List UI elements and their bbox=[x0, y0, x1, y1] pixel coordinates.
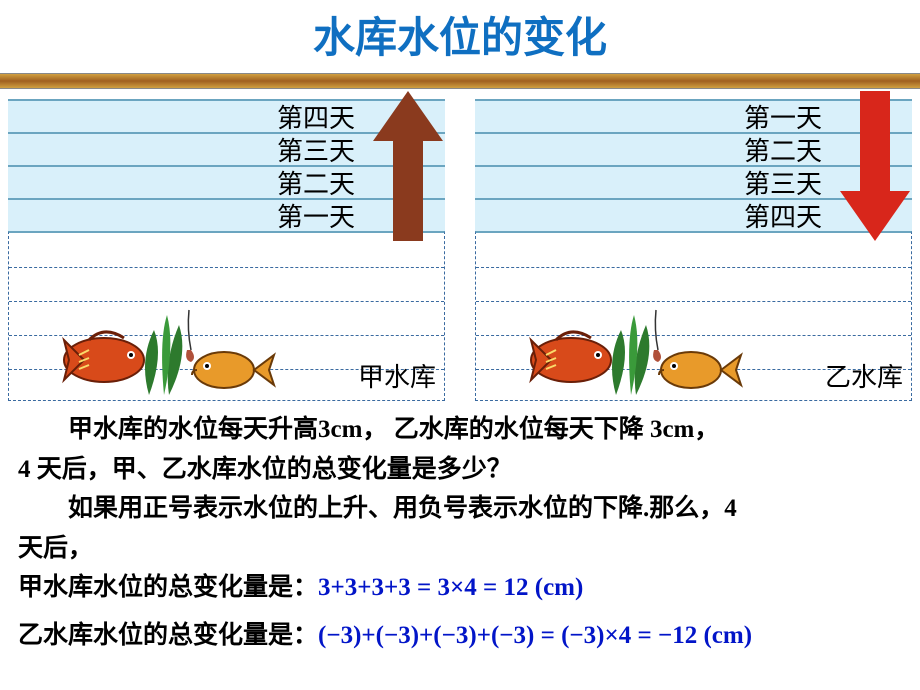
level-label: 第三天 bbox=[744, 164, 822, 201]
text: ， 乙水库的水位每天下降 bbox=[362, 416, 650, 443]
arrow-up-icon bbox=[373, 91, 443, 241]
value: 4 bbox=[724, 495, 737, 522]
dashed-line bbox=[476, 267, 911, 268]
paragraph-4: 天后， bbox=[18, 530, 902, 568]
divider-bar bbox=[0, 73, 920, 89]
water-body: 乙水库 bbox=[475, 231, 912, 401]
paragraph-2: 4 天后，甲、乙水库水位的总变化量是多少？ bbox=[18, 451, 902, 489]
equation-math: 3+3+3+3 = 3×4 = 12 (cm) bbox=[318, 574, 583, 601]
equation-label: 乙水库水位的总变化量是： bbox=[18, 622, 318, 649]
fish-illustration-icon bbox=[49, 270, 309, 400]
equation-line-1: 甲水库水位的总变化量是：3+3+3+3 = 3×4 = 12 (cm) bbox=[18, 569, 902, 607]
dashed-line bbox=[9, 267, 444, 268]
problem-text: 甲水库的水位每天升高3cm， 乙水库的水位每天下降 3cm， 4 天后，甲、乙水… bbox=[0, 401, 920, 654]
paragraph-3: 如果用正号表示水位的上升、用负号表示水位的下降.那么，4 bbox=[18, 490, 902, 528]
level-label: 第四天 bbox=[277, 98, 355, 135]
reservoir-left: 第四天 第三天 第二天 第一天 bbox=[8, 99, 445, 401]
level-label: 第一天 bbox=[744, 98, 822, 135]
equation-math: (−3)+(−3)+(−3)+(−3) = (−3)×4 = −12 (cm) bbox=[318, 622, 752, 649]
page-title: 水库水位的变化 bbox=[0, 0, 920, 73]
equation-line-2: 乙水库水位的总变化量是：(−3)+(−3)+(−3)+(−3) = (−3)×4… bbox=[18, 617, 902, 655]
value: 4 bbox=[18, 456, 37, 483]
level-label: 第三天 bbox=[277, 131, 355, 168]
value: 3cm bbox=[318, 416, 362, 443]
equation-label: 甲水库水位的总变化量是： bbox=[18, 574, 318, 601]
reservoir-right: 第一天 第二天 第三天 第四天 bbox=[475, 99, 912, 401]
text: 甲水库的水位每天升高 bbox=[68, 416, 318, 443]
paragraph-1: 甲水库的水位每天升高3cm， 乙水库的水位每天下降 3cm， bbox=[18, 411, 902, 449]
reservoir-label: 乙水库 bbox=[825, 357, 903, 394]
fish-illustration-icon bbox=[516, 270, 776, 400]
reservoir-label: 甲水库 bbox=[358, 357, 436, 394]
text: 天后，甲、乙水库水位的总变化量是多少？ bbox=[37, 456, 512, 483]
text: ， bbox=[694, 416, 719, 443]
arrow-down-icon bbox=[840, 91, 910, 241]
level-label: 第二天 bbox=[277, 164, 355, 201]
water-body: 甲水库 bbox=[8, 231, 445, 401]
value: 3cm bbox=[650, 416, 694, 443]
level-label: 第一天 bbox=[277, 197, 355, 234]
diagram-row: 第四天 第三天 第二天 第一天 bbox=[0, 89, 920, 401]
text: 天后， bbox=[18, 535, 93, 562]
level-label: 第四天 bbox=[744, 197, 822, 234]
text: 如果用正号表示水位的上升、用负号表示水位的下降.那么， bbox=[68, 495, 724, 522]
level-label: 第二天 bbox=[744, 131, 822, 168]
